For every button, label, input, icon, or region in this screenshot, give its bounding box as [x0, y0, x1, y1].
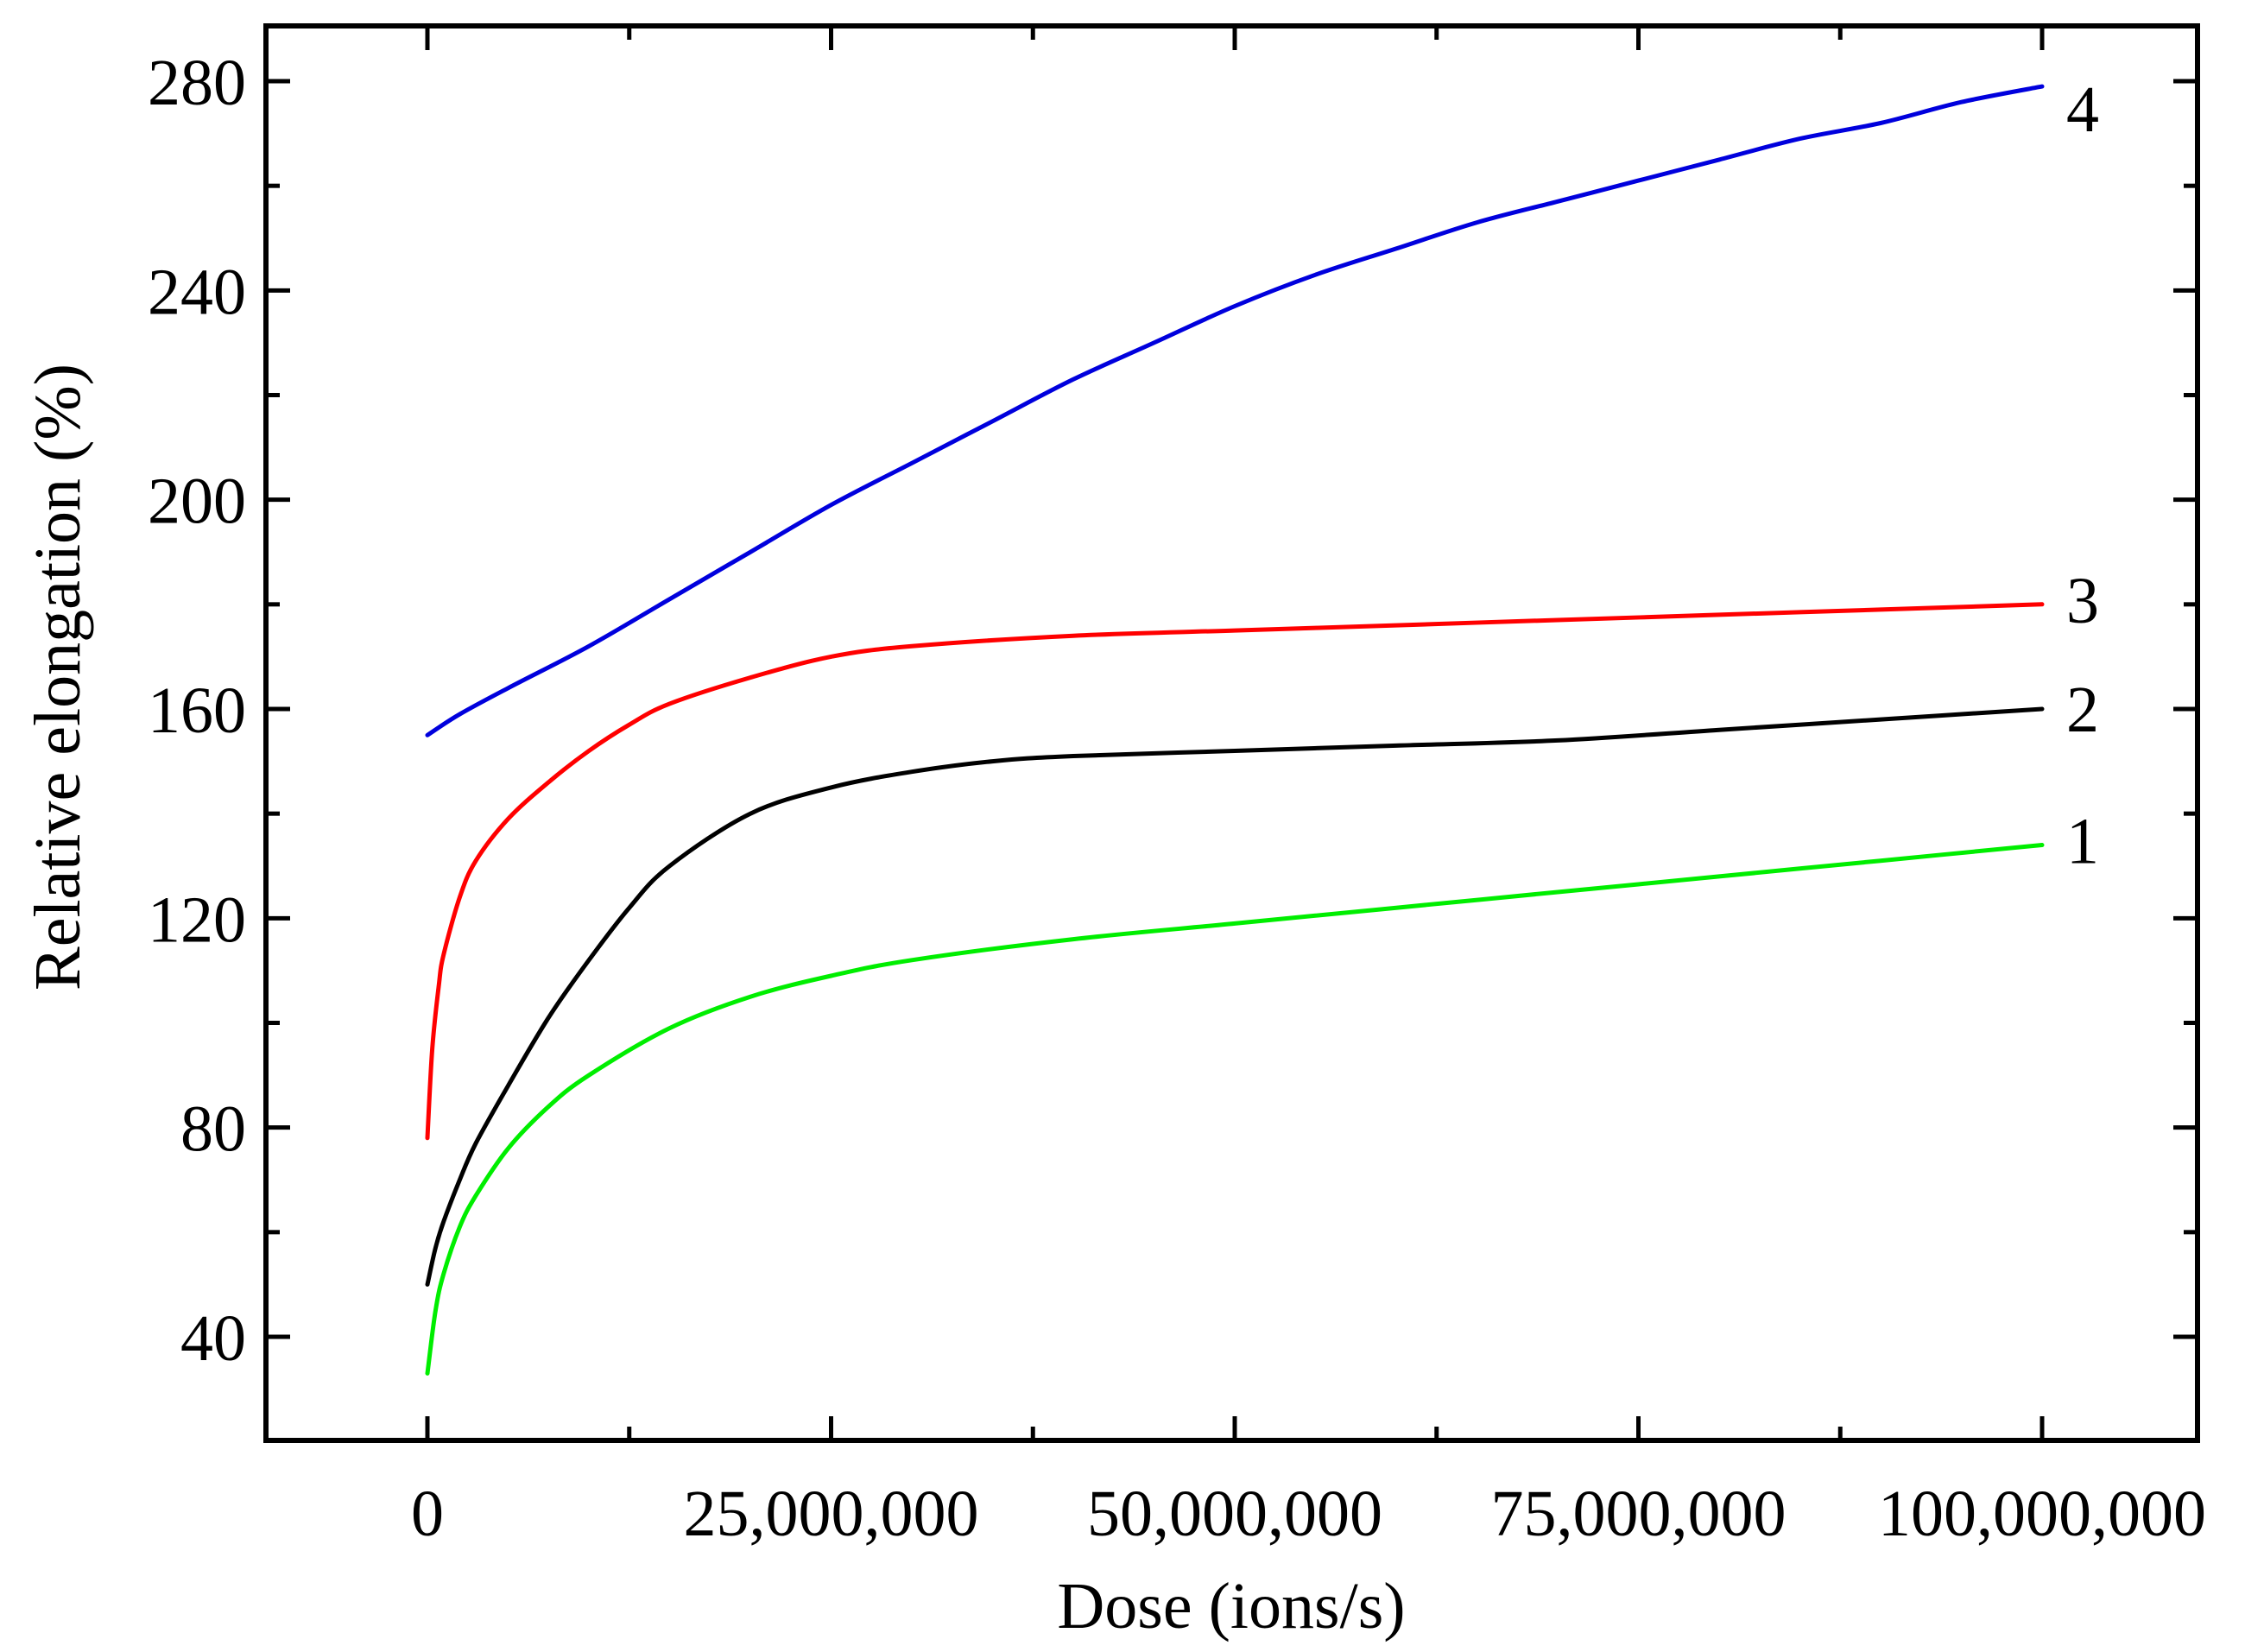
series-label-3: 3: [2066, 565, 2099, 637]
y-tick-label: 160: [148, 674, 246, 747]
y-tick-labels: 40 80 120 160 200 240 280: [148, 47, 246, 1375]
series-label-2: 2: [2066, 674, 2099, 746]
x-tick-label: 25,000,000: [684, 1478, 979, 1550]
axis-ticks: [266, 26, 2198, 1440]
y-tick-label: 280: [148, 47, 246, 119]
y-tick-label: 120: [148, 883, 246, 956]
y-tick-label: 40: [180, 1302, 246, 1375]
y-tick-label: 200: [148, 465, 246, 538]
series-label-1: 1: [2066, 806, 2099, 878]
x-tick-label: 75,000,000: [1491, 1478, 1787, 1550]
series-label-4: 4: [2066, 73, 2099, 146]
series-line-3: [425, 602, 2045, 1141]
x-tick-labels: 0 25,000,000 50,000,000 75,000,000 100,000,0…: [411, 1478, 2206, 1550]
x-axis-title: Dose (ions/s): [1057, 1570, 1405, 1643]
series-labels: 1 2 3 4: [2066, 73, 2099, 877]
y-tick-label: 80: [180, 1093, 246, 1166]
series-line-4: [425, 84, 2045, 737]
y-axis-title: Relative elongation (%): [22, 364, 94, 991]
x-tick-label: 100,000,000: [1878, 1478, 2206, 1550]
x-tick-label: 50,000,000: [1087, 1478, 1382, 1550]
y-tick-label: 240: [148, 256, 246, 328]
series-line-1: [425, 843, 2045, 1376]
series-line-2: [425, 706, 2045, 1287]
series-lines: [425, 84, 2045, 1376]
x-tick-label: 0: [411, 1478, 444, 1550]
plot-frame: [263, 23, 2200, 1443]
